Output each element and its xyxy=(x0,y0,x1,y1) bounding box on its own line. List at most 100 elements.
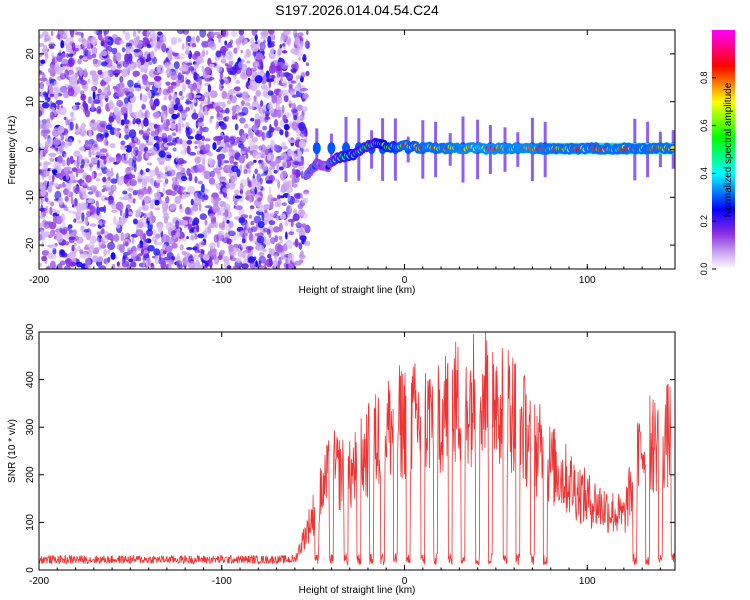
noise-blob xyxy=(270,145,274,151)
noise-blob xyxy=(137,253,143,257)
noise-blob xyxy=(187,185,196,195)
noise-blob xyxy=(210,115,214,120)
noise-blob xyxy=(95,178,101,182)
noise-blob xyxy=(128,211,133,216)
noise-blob xyxy=(220,45,227,55)
noise-blob xyxy=(255,89,262,97)
noise-blob xyxy=(283,123,290,131)
noise-blob xyxy=(261,213,265,221)
noise-blob xyxy=(135,229,144,237)
noise-blob xyxy=(119,76,124,83)
noise-blob xyxy=(184,100,193,104)
noise-blob xyxy=(248,84,254,90)
noise-blob xyxy=(184,50,190,55)
noise-blob xyxy=(285,239,294,249)
noise-blob xyxy=(209,170,215,178)
noise-blob xyxy=(267,194,274,204)
noise-blob xyxy=(250,70,258,78)
noise-blob xyxy=(233,265,240,269)
noise-blob xyxy=(188,229,195,234)
noise-blob xyxy=(123,119,130,125)
spectrogram-ytick-label: 0 xyxy=(25,146,36,152)
noise-blob xyxy=(267,90,274,96)
noise-blob xyxy=(177,157,185,165)
noise-blob xyxy=(291,121,298,131)
noise-blob xyxy=(89,161,94,167)
noise-blob xyxy=(53,182,59,188)
noise-blob xyxy=(289,90,295,96)
noise-blob xyxy=(221,147,229,153)
noise-blob xyxy=(142,130,151,137)
noise-blob xyxy=(181,83,186,93)
noise-blob xyxy=(191,205,199,212)
noise-blob xyxy=(58,173,64,181)
noise-blob xyxy=(183,190,187,196)
noise-blob xyxy=(239,117,246,124)
noise-blob xyxy=(155,242,163,246)
noise-blob xyxy=(241,133,247,143)
noise-blob xyxy=(192,36,196,42)
noise-blob xyxy=(223,135,230,145)
noise-blob xyxy=(249,205,255,210)
noise-blob xyxy=(257,197,262,202)
noise-blob xyxy=(301,197,309,204)
noise-blob xyxy=(95,200,100,208)
noise-blob xyxy=(281,141,286,149)
noise-blob xyxy=(71,231,76,236)
noise-blob xyxy=(163,250,167,254)
noise-blob xyxy=(154,199,160,206)
snr-ytick-label: 200 xyxy=(25,466,36,483)
noise-blob xyxy=(122,195,130,201)
noise-blob xyxy=(300,170,304,180)
noise-blob xyxy=(193,62,199,70)
noise-blob xyxy=(304,240,311,247)
noise-blob xyxy=(238,30,245,36)
noise-blob xyxy=(78,139,81,144)
noise-blob xyxy=(195,35,200,43)
noise-blob xyxy=(125,204,131,210)
noise-blob xyxy=(296,50,304,57)
noise-blob xyxy=(286,73,294,81)
noise-blob xyxy=(279,166,284,171)
noise-blob xyxy=(190,198,194,206)
noise-blob xyxy=(193,140,201,144)
noise-blob xyxy=(111,47,118,55)
noise-blob xyxy=(261,173,265,177)
noise-blob xyxy=(277,47,282,56)
noise-blob xyxy=(241,70,248,77)
noise-blob xyxy=(92,90,96,100)
noise-blob xyxy=(276,244,284,253)
noise-blob xyxy=(251,30,257,37)
noise-blob xyxy=(194,133,203,141)
noise-blob xyxy=(247,146,251,154)
noise-blob xyxy=(216,65,223,73)
noise-blob xyxy=(275,66,283,74)
noise-blob xyxy=(93,147,101,151)
noise-blob xyxy=(298,122,306,132)
noise-blob xyxy=(298,139,307,149)
noise-blob xyxy=(172,51,175,56)
noise-blob xyxy=(104,38,111,43)
noise-blob xyxy=(93,30,98,35)
noise-blob xyxy=(61,229,67,235)
noise-blob xyxy=(194,145,198,149)
noise-blob xyxy=(213,234,219,243)
noise-blob xyxy=(119,217,127,224)
noise-blob xyxy=(141,204,149,212)
noise-blob xyxy=(281,50,288,54)
noise-blob xyxy=(145,80,151,90)
noise-blob xyxy=(246,177,250,183)
noise-blob xyxy=(44,34,51,41)
noise-blob xyxy=(103,129,109,139)
noise-blob xyxy=(80,182,89,186)
noise-blob xyxy=(234,195,242,199)
noise-blob xyxy=(256,173,262,183)
noise-blob xyxy=(294,260,302,266)
noise-blob xyxy=(141,74,148,81)
noise-blob xyxy=(294,36,301,46)
noise-blob xyxy=(41,255,47,262)
noise-blob xyxy=(264,30,269,35)
noise-blob xyxy=(86,186,92,191)
noise-blob xyxy=(260,84,268,90)
noise-blob xyxy=(66,47,70,52)
